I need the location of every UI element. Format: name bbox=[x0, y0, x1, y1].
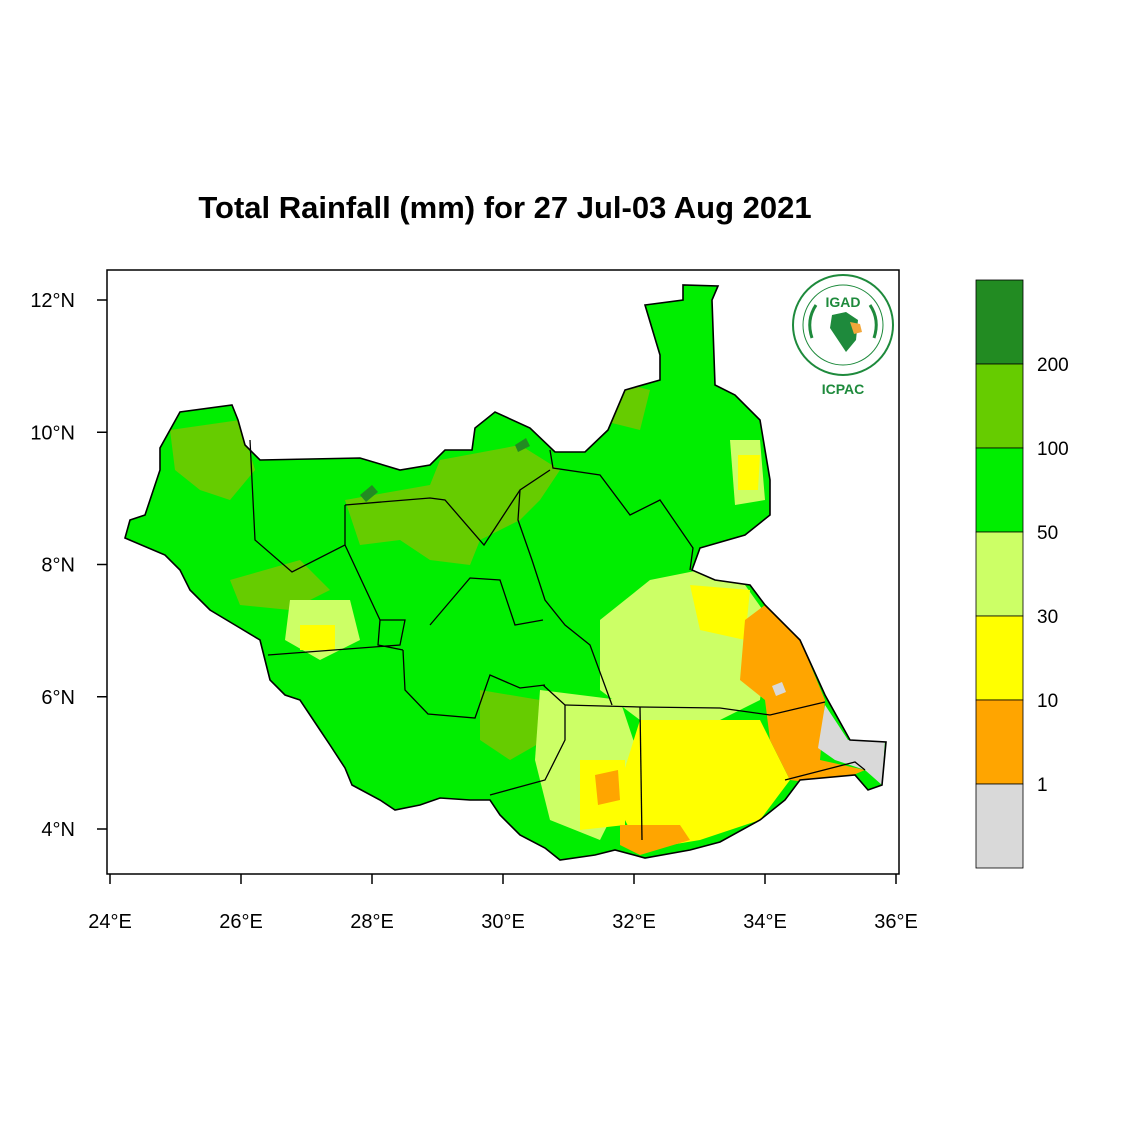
x-tick-label: 36°E bbox=[874, 911, 918, 933]
igad-icpac-logo: IGAD ICPAC bbox=[792, 274, 894, 397]
rainfall-zone-10-30-east bbox=[690, 585, 750, 640]
legend-label: 100 bbox=[1037, 439, 1069, 460]
rainfall-zone-1-10-east bbox=[740, 605, 865, 785]
legend-label: 1 bbox=[1037, 775, 1048, 796]
state-boundary-4 bbox=[517, 489, 613, 706]
rainfall-zone-10-30-west bbox=[300, 625, 335, 650]
legend-label: 50 bbox=[1037, 523, 1058, 544]
state-boundary-5 bbox=[344, 544, 404, 651]
y-axis: 12°N 10°N 8°N 6°N 4°N bbox=[30, 290, 107, 841]
rainfall-zone-1-10-south2 bbox=[595, 770, 620, 805]
rainfall-zone-100-200-west bbox=[170, 420, 255, 500]
state-boundary-10 bbox=[564, 701, 826, 716]
legend-label: 10 bbox=[1037, 691, 1058, 712]
x-tick-label: 28°E bbox=[350, 911, 394, 933]
state-boundary-6 bbox=[267, 619, 406, 656]
state-boundary-3 bbox=[549, 449, 694, 571]
logo-region-icon bbox=[850, 322, 862, 334]
country-outline bbox=[124, 284, 887, 861]
x-axis: 24°E 26°E 28°E 30°E 32°E 34°E 36°E bbox=[88, 874, 918, 933]
logo-icpac-text: ICPAC bbox=[822, 381, 865, 397]
logo-igad-text: IGAD bbox=[826, 294, 861, 310]
rainfall-zone-below-1-southeast bbox=[818, 705, 885, 785]
state-boundary-7 bbox=[402, 649, 546, 719]
x-tick-label: 34°E bbox=[743, 911, 787, 933]
state-boundary-11 bbox=[639, 706, 643, 841]
legend-swatch bbox=[975, 783, 1024, 869]
logo-laurel-icon bbox=[808, 304, 878, 339]
rainfall-zone-100-200-south bbox=[480, 690, 545, 760]
x-tick-label: 26°E bbox=[219, 911, 263, 933]
state-boundary-2 bbox=[344, 469, 551, 547]
legend-swatch bbox=[975, 447, 1024, 533]
rainfall-zone-200-plus-1 bbox=[360, 485, 378, 502]
logo-africa-icon bbox=[830, 312, 858, 352]
y-tick-label: 4°N bbox=[41, 819, 75, 841]
state-boundaries bbox=[249, 439, 866, 841]
x-tick-label: 32°E bbox=[612, 911, 656, 933]
y-tick-label: 12°N bbox=[30, 290, 75, 312]
state-boundary-12 bbox=[784, 761, 866, 781]
logo-inner-ring-icon bbox=[802, 284, 884, 366]
map-title: Total Rainfall (mm) for 27 Jul-03 Aug 20… bbox=[198, 190, 812, 225]
legend: 200 100 50 30 10 1 bbox=[975, 279, 1069, 869]
y-tick-label: 8°N bbox=[41, 555, 75, 577]
rainfall-zone-10-30-northeast bbox=[738, 455, 760, 490]
y-tick-label: 10°N bbox=[30, 422, 75, 444]
rainfall-zone-200-plus-2 bbox=[515, 438, 530, 452]
legend-label: 30 bbox=[1037, 607, 1058, 628]
rainfall-zone-1-10-south bbox=[620, 825, 690, 855]
legend-swatch bbox=[975, 363, 1024, 449]
state-boundary-8 bbox=[429, 577, 544, 626]
state-boundary-1 bbox=[249, 439, 346, 573]
legend-swatch bbox=[975, 531, 1024, 617]
rainfall-zone-10-30-southeast bbox=[615, 720, 790, 850]
rainfall-zone-below-1-speck bbox=[772, 682, 786, 696]
legend-label: 200 bbox=[1037, 355, 1069, 376]
state-boundary-9 bbox=[489, 684, 566, 796]
rainfall-zone-100-200-central bbox=[230, 560, 330, 610]
legend-swatch bbox=[975, 279, 1024, 365]
rainfall-zone-100-200-north bbox=[345, 445, 560, 565]
x-tick-label: 30°E bbox=[481, 911, 525, 933]
x-tick-label: 24°E bbox=[88, 911, 132, 933]
y-tick-label: 6°N bbox=[41, 687, 75, 709]
legend-swatch bbox=[975, 615, 1024, 701]
legend-swatch bbox=[975, 699, 1024, 785]
